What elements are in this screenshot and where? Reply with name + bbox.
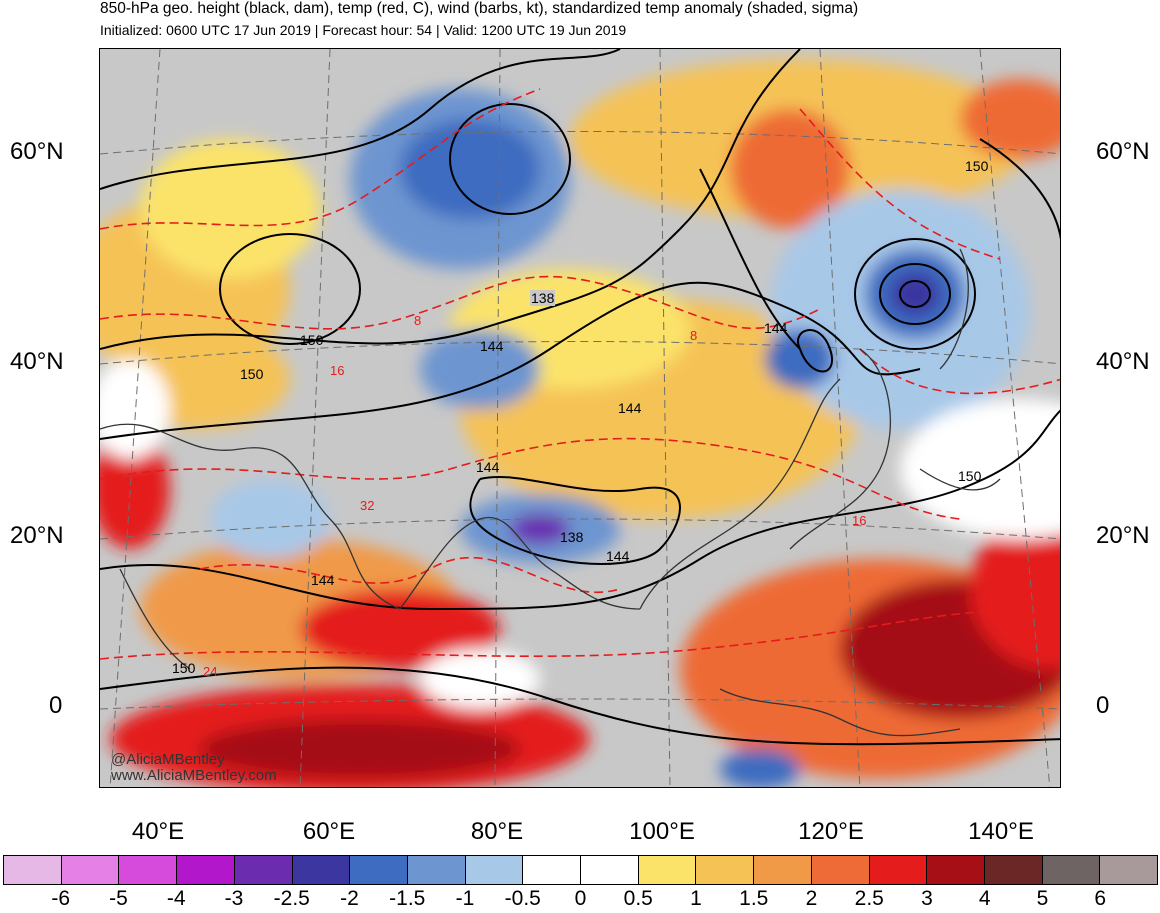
colorbar-swatch: [350, 856, 408, 884]
colorbar-tick-label: -1.5: [389, 887, 426, 910]
contour-label: 150: [965, 158, 989, 174]
lat-label-left: 60°N: [10, 138, 64, 165]
colorbar-swatch: [119, 856, 178, 884]
lat-label-right: 40°N: [1096, 348, 1150, 375]
map-canvas: [100, 49, 1060, 787]
lat-label-left: 40°N: [10, 348, 64, 375]
lat-label-left: 20°N: [10, 522, 64, 549]
map-subtitle: Initialized: 0600 UTC 17 Jun 2019 | Fore…: [100, 22, 627, 38]
colorbar-tick-label: 0: [574, 887, 587, 910]
lon-label: 40°E: [131, 818, 185, 845]
colorbar-swatch: [927, 856, 985, 884]
colorbar-swatch: [292, 856, 351, 884]
temp-label: 16: [852, 513, 867, 528]
lat-label-right: 20°N: [1096, 522, 1150, 549]
colorbar-swatch: [1100, 856, 1158, 884]
anomaly-shading: [100, 59, 1060, 787]
colorbar-swatch: [1042, 856, 1101, 884]
contour-label: 150: [172, 660, 196, 676]
colorbar-tick-label: -1: [455, 887, 475, 910]
contour-label: 144: [476, 459, 500, 475]
colorbar-swatch: [869, 856, 928, 884]
contour-label: 144: [764, 320, 788, 336]
colorbar-tick-label: -2.5: [273, 887, 310, 910]
lon-label: 100°E: [629, 818, 695, 845]
colorbar-tick-label: -4: [166, 887, 186, 910]
lon-label: 140°E: [968, 818, 1034, 845]
contour-label: 150: [240, 366, 264, 382]
lat-label-right: 60°N: [1096, 138, 1150, 165]
temp-label: 8: [690, 328, 698, 343]
lon-label: 80°E: [470, 818, 524, 845]
colorbar-swatch: [177, 856, 235, 884]
colorbar-swatch: [638, 856, 697, 884]
lon-label: 120°E: [798, 818, 864, 845]
colorbar-tick-label: -6: [51, 887, 71, 910]
temp-label: 16: [330, 363, 345, 378]
colorbar-swatch: [696, 856, 755, 884]
colorbar-tick-label: -5: [109, 887, 128, 910]
contour-label: 144: [618, 400, 642, 416]
temp-label: 32: [360, 498, 375, 513]
watermark-url: www.AliciaMBentley.com: [111, 767, 277, 784]
contour-label: 138: [560, 529, 584, 545]
colorbar-tick-label: -3: [224, 887, 244, 910]
anomaly-colorbar: [3, 855, 1158, 885]
colorbar-swatch: [465, 856, 524, 884]
colorbar-tick-label: -0.5: [504, 887, 541, 910]
lat-label-left: 0: [49, 692, 63, 719]
colorbar-swatch: [754, 856, 812, 884]
colorbar-tick-label: 1: [690, 887, 702, 910]
height-contours: [100, 49, 1060, 746]
colorbar-swatch: [4, 856, 62, 884]
colorbar-tick-label: 5: [1036, 887, 1049, 910]
colorbar-tick-label: 2.5: [854, 887, 884, 910]
colorbar-tick-label: 1.5: [739, 887, 769, 910]
colorbar-swatch: [523, 856, 582, 884]
colorbar-swatch: [407, 856, 466, 884]
contour-label: 150: [958, 468, 982, 484]
colorbar-tick-label: 0.5: [623, 887, 653, 910]
map-title: 850-hPa geo. height (black, dam), temp (…: [100, 0, 859, 17]
colorbar-tick-label: 2: [805, 887, 818, 910]
contour-label: 138: [530, 290, 556, 306]
contour-label: 144: [311, 572, 335, 588]
watermark-handle: @AliciaMBentley: [111, 751, 225, 768]
colorbar-swatch: [811, 856, 870, 884]
colorbar-tick-label: 3: [921, 887, 933, 910]
temp-label: 24: [203, 664, 218, 679]
colorbar-swatch: [581, 856, 639, 884]
lat-label-right: 0: [1096, 692, 1110, 719]
colorbar-tick-label: 6: [1094, 887, 1107, 910]
lon-label: 60°E: [302, 818, 356, 845]
colorbar-tick-label: -2: [340, 887, 359, 910]
colorbar-swatch: [984, 856, 1043, 884]
graticule: [100, 49, 1060, 787]
colorbar-swatch: [234, 856, 293, 884]
temp-label: 8: [414, 313, 422, 328]
forecast-map[interactable]: [99, 48, 1061, 788]
colorbar-swatch: [61, 856, 120, 884]
contour-label: 144: [606, 548, 630, 564]
contour-label: 144: [480, 338, 504, 354]
temperature-contours: [100, 88, 1060, 660]
colorbar-tick-label: 4: [978, 887, 991, 910]
contour-label: 150: [300, 332, 324, 348]
coastlines: [100, 248, 1001, 737]
